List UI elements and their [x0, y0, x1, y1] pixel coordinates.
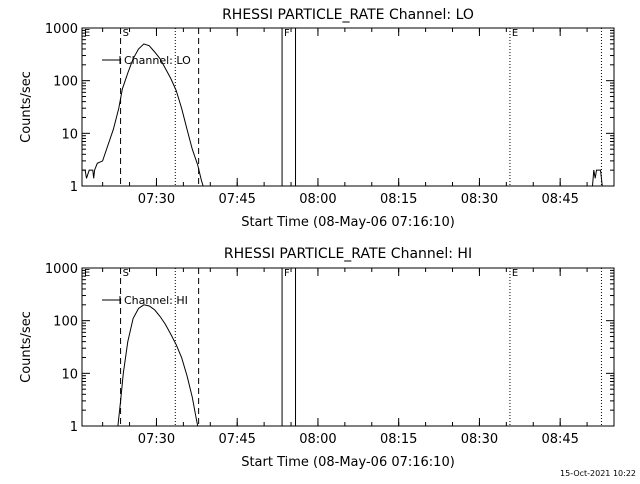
y-tick-label: 1 [70, 420, 78, 435]
event-marker-label: S [123, 268, 129, 279]
y-tick-label: 100 [53, 315, 78, 330]
x-tick-label: 08:45 [541, 432, 578, 447]
timestamp-stamp: 15-Oct-2021 10:22 [560, 469, 636, 478]
y-tick-label: 100 [53, 75, 78, 90]
chart-panel-1: RHESSI PARTICLE_RATE Channel: LO Start Ti… [19, 7, 615, 230]
plot-frame [81, 267, 615, 427]
x-tick-label: 08:45 [541, 192, 578, 207]
x-tick-label: 08:30 [461, 432, 498, 447]
chart-panel-2: RHESSI PARTICLE_RATE Channel: HI Start Ti… [19, 246, 615, 470]
x-tick-label: 07:30 [138, 192, 175, 207]
x-tick-label: 08:15 [380, 432, 417, 447]
series-line [82, 43, 204, 187]
y-axis-label: Counts/sec [19, 71, 34, 143]
series-line [592, 169, 603, 187]
x-tick-label: 08:00 [299, 192, 336, 207]
event-marker-label: E [84, 268, 90, 279]
y-tick-label: 1 [70, 180, 78, 195]
chart-title: RHESSI PARTICLE_RATE Channel: LO [222, 7, 474, 23]
event-marker-label: F [284, 28, 290, 39]
event-marker-label: S [123, 28, 129, 39]
x-tick-label: 08:30 [461, 192, 498, 207]
event-marker-label: E [512, 268, 518, 279]
plot-frame [81, 27, 615, 187]
event-marker-label: F [284, 268, 290, 279]
legend-entry: Channel: HI [124, 294, 188, 307]
x-tick-label: 08:15 [380, 192, 417, 207]
y-tick-label: 1000 [45, 262, 78, 277]
y-tick-label: 1000 [45, 22, 78, 37]
x-tick-label: 08:00 [299, 432, 336, 447]
event-marker-label: E [512, 28, 518, 39]
y-axis-label: Counts/sec [19, 311, 34, 383]
x-axis-label: Start Time (08-May-06 07:16:10) [241, 215, 455, 230]
x-tick-label: 07:45 [218, 432, 255, 447]
x-tick-label: 07:30 [138, 432, 175, 447]
y-tick-label: 10 [61, 127, 78, 142]
x-axis-label: Start Time (08-May-06 07:16:10) [241, 455, 455, 470]
legend-entry: Channel: LO [124, 54, 191, 67]
y-tick-label: 10 [61, 367, 78, 382]
series-line [117, 304, 199, 427]
x-tick-label: 07:45 [218, 192, 255, 207]
event-marker-label: E [84, 28, 90, 39]
chart-title: RHESSI PARTICLE_RATE Channel: HI [224, 246, 472, 262]
